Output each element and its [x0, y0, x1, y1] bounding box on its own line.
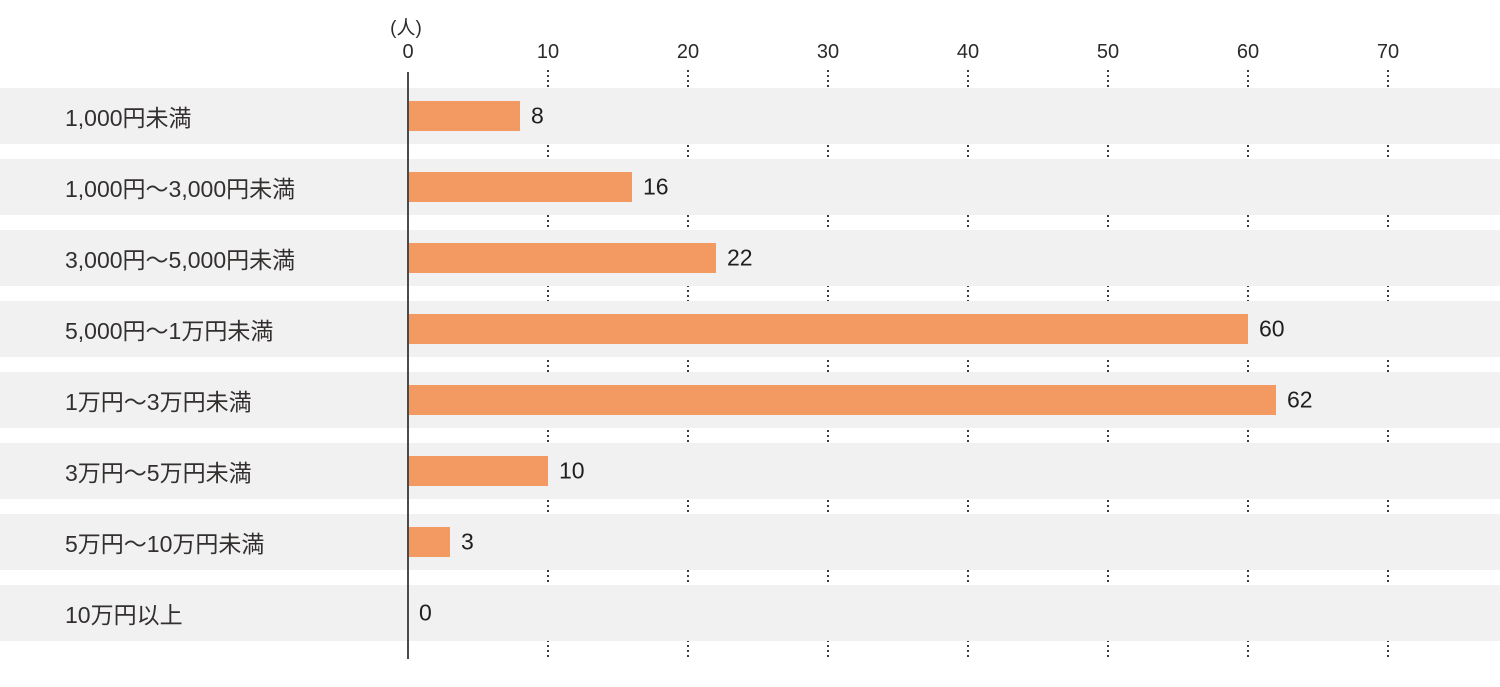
axis-unit-label: (人)	[390, 18, 422, 39]
dotted-gridline	[1107, 70, 1109, 659]
chart-row: 3万円〜5万円未満 10	[0, 443, 1500, 499]
bar-value-label: 3	[461, 528, 474, 555]
x-axis-tick-label: 60	[1236, 41, 1260, 63]
dotted-gridline	[967, 70, 969, 659]
bar-value-label: 8	[531, 102, 544, 129]
chart-row: 10万円以上 0	[0, 585, 1500, 641]
bar-value-label: 16	[643, 173, 669, 200]
y-axis-line	[407, 72, 409, 659]
category-label: 1,000円未満	[65, 105, 192, 131]
dotted-gridline	[1387, 70, 1389, 659]
x-axis-tick-label: 40	[956, 41, 980, 63]
dotted-gridline	[547, 70, 549, 659]
chart-rows: 1,000円未満 8 1,000円〜3,000円未満 16 3,000円〜5,0…	[0, 88, 1500, 656]
bar	[408, 527, 450, 557]
bar-value-label: 62	[1287, 386, 1313, 413]
chart-row: 1,000円〜3,000円未満 16	[0, 159, 1500, 215]
category-label: 1万円〜3万円未満	[65, 389, 252, 415]
x-axis-tick-label: 50	[1096, 41, 1120, 63]
bar-value-label: 22	[727, 244, 753, 271]
chart-row: 5万円〜10万円未満 3	[0, 514, 1500, 570]
x-axis-tick-label: 30	[816, 41, 840, 63]
bar	[408, 314, 1248, 344]
chart-row: 3,000円〜5,000円未満 22	[0, 230, 1500, 286]
dotted-gridline	[687, 70, 689, 659]
x-axis-tick-label: 0	[402, 41, 414, 63]
x-axis-tick-label: 20	[676, 41, 700, 63]
chart-row: 5,000円〜1万円未満 60	[0, 301, 1500, 357]
x-axis-tick-label: 70	[1376, 41, 1400, 63]
category-label: 5万円〜10万円未満	[65, 531, 265, 557]
bar	[408, 456, 548, 486]
bar-value-label: 10	[559, 457, 585, 484]
chart-row: 1万円〜3万円未満 62	[0, 372, 1500, 428]
category-label: 1,000円〜3,000円未満	[65, 176, 296, 202]
category-label: 10万円以上	[65, 602, 183, 628]
dotted-gridline	[1247, 70, 1249, 659]
category-label: 3万円〜5万円未満	[65, 460, 252, 486]
chart-row: 1,000円未満 8	[0, 88, 1500, 144]
bar	[408, 385, 1276, 415]
bar-value-label: 60	[1259, 315, 1285, 342]
bar	[408, 172, 632, 202]
dotted-gridline	[827, 70, 829, 659]
x-axis-tick-label: 10	[536, 41, 560, 63]
bar-value-label: 0	[419, 599, 432, 626]
bar	[408, 101, 520, 131]
bar	[408, 243, 716, 273]
category-label: 5,000円〜1万円未満	[65, 318, 274, 344]
category-label: 3,000円〜5,000円未満	[65, 247, 296, 273]
